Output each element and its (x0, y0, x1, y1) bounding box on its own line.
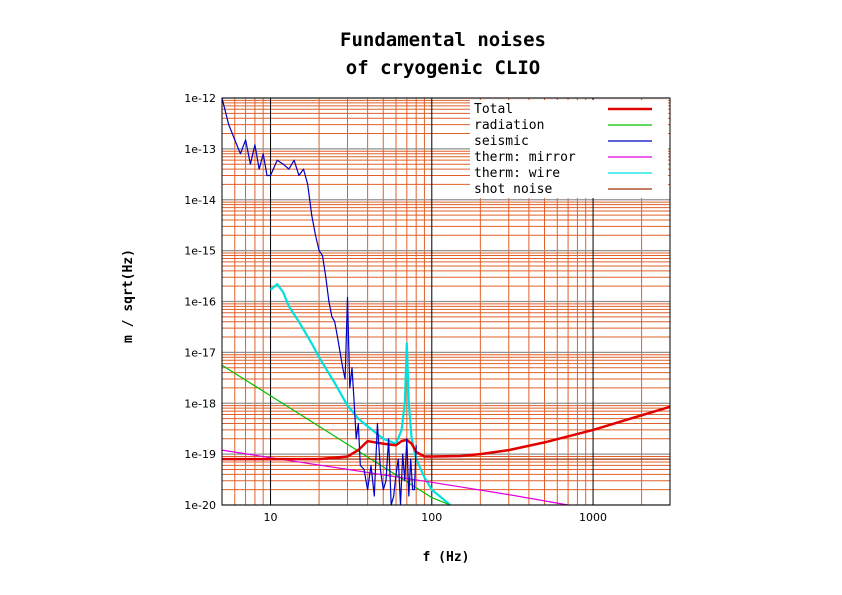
y-tick-label: 1e-16 (184, 296, 216, 309)
legend-label: therm: wire (474, 166, 560, 181)
chart-title-line-1: Fundamental noises (340, 29, 546, 51)
legend-label: therm: mirror (474, 150, 576, 165)
chart-title-line-2: of cryogenic CLIO (346, 57, 540, 79)
y-tick-label: 1e-19 (184, 448, 216, 461)
y-axis-ticks: 1e-12 1e-13 1e-14 1e-15 1e-16 1e-17 1e-18 1e-19… (184, 92, 216, 512)
legend-label: shot noise (474, 182, 552, 197)
x-tick-label: 1000 (579, 511, 607, 524)
y-tick-label: 1e-13 (184, 143, 216, 156)
plot-frame (221, 97, 671, 506)
series-line-total (222, 405, 671, 461)
series-line-seismic (221, 97, 417, 506)
y-tick-label: 1e-18 (184, 397, 216, 410)
x-axis-label: f (Hz) (423, 550, 470, 565)
series-layer (221, 97, 671, 506)
legend-background (470, 100, 668, 198)
y-tick-label: 1e-14 (184, 194, 216, 207)
x-axis-ticks: 10 100 1000 (264, 511, 608, 524)
y-tick-label: 1e-17 (184, 346, 216, 359)
legend-label: radiation (474, 118, 544, 133)
x-tick-label: 100 (421, 511, 442, 524)
legend-label: seismic (474, 134, 529, 149)
y-tick-label: 1e-20 (184, 499, 216, 512)
y-axis-label: m / sqrt(Hz) (121, 249, 136, 343)
y-tick-label: 1e-12 (184, 92, 216, 105)
y-tick-label: 1e-15 (184, 245, 216, 258)
series-line-radiation (221, 364, 451, 506)
x-tick-label: 10 (264, 511, 278, 524)
legend-label: Total (474, 102, 513, 117)
